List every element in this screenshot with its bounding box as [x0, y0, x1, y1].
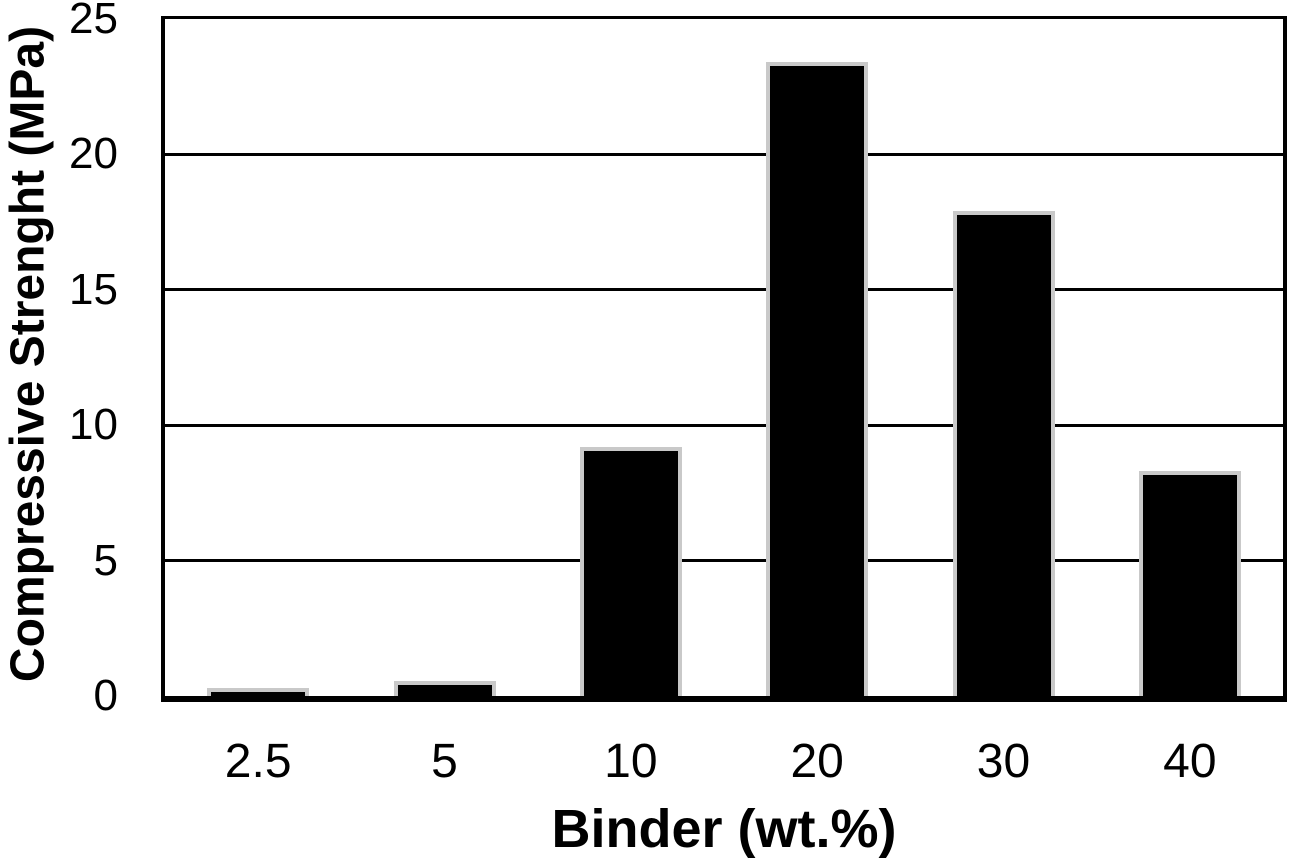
plot-area — [161, 16, 1287, 702]
x-tick-label: 40 — [1163, 735, 1217, 788]
gridline — [165, 559, 1283, 563]
y-tick-label: 20 — [69, 129, 118, 179]
gridline — [165, 423, 1283, 427]
x-tick-label: 30 — [976, 735, 1031, 788]
x-axis-title: Binder (wt.%) — [551, 799, 897, 859]
x-tick-label: 10 — [604, 735, 658, 788]
y-tick-label: 5 — [93, 535, 118, 585]
bar — [766, 62, 869, 696]
bar — [1138, 471, 1241, 696]
bar — [952, 211, 1055, 696]
y-tick-label: 10 — [69, 400, 118, 450]
gridline — [165, 288, 1283, 292]
y-tick-label: 0 — [93, 671, 118, 720]
x-tick-label: 5 — [431, 735, 458, 788]
y-tick-label: 15 — [69, 264, 118, 314]
gridline — [165, 152, 1283, 156]
bar — [579, 447, 682, 696]
x-tick-label: 2.5 — [224, 735, 292, 788]
bar — [207, 688, 310, 696]
bar — [393, 681, 496, 696]
x-tick-label: 20 — [790, 735, 844, 788]
y-tick-label: 25 — [69, 0, 118, 43]
